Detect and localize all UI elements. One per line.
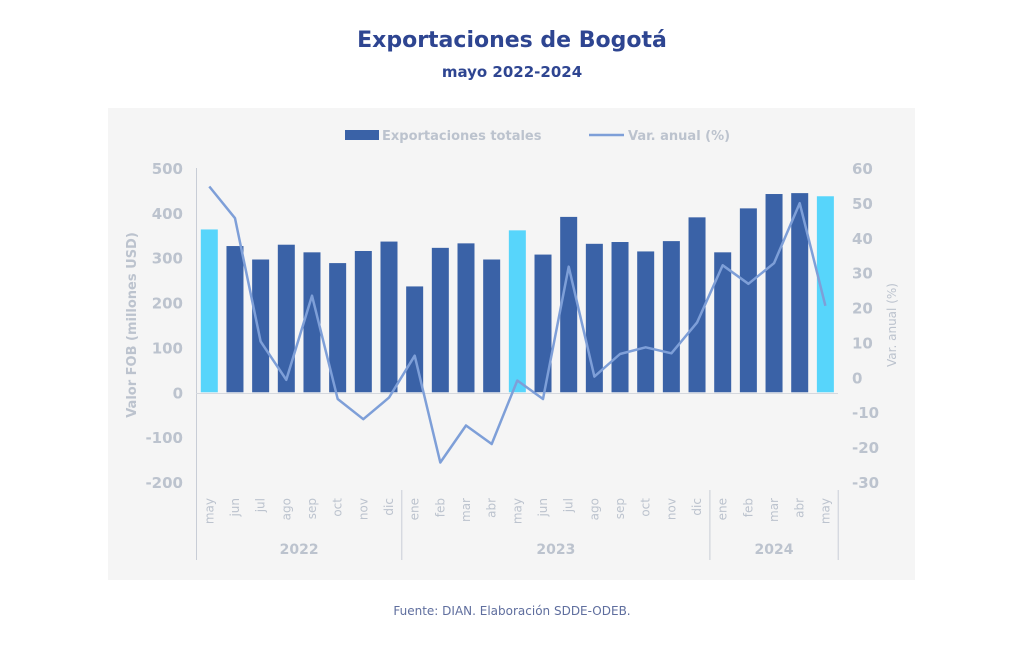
x-tick-label: jun	[536, 498, 550, 518]
bar	[303, 252, 321, 393]
y-axis-right-label: Var. anual (%)	[885, 283, 899, 367]
x-tick-label: abr	[793, 498, 807, 518]
x-tick-label: mar	[767, 498, 781, 522]
bars	[200, 193, 834, 393]
y-axis-left: 500 400 300 200 100 0 -100 -200	[145, 160, 183, 492]
y-tick-label: -200	[145, 474, 183, 492]
bar	[252, 259, 270, 393]
y2-tick-label: 60	[852, 160, 873, 178]
y2-tick-label: 20	[852, 300, 873, 318]
x-tick-label: jun	[228, 498, 242, 518]
y2-tick-label: 40	[852, 230, 873, 248]
y-axis-left-label: Valor FOB (millones USD)	[125, 232, 140, 418]
x-tick-label: ago	[587, 498, 601, 520]
legend-bar-swatch	[345, 130, 379, 140]
x-tick-label: sep	[613, 498, 627, 519]
y2-tick-label: -20	[852, 439, 879, 457]
y-tick-label: 400	[152, 205, 183, 223]
x-tick-label: feb	[741, 498, 755, 517]
legend: Exportaciones totales Var. anual (%)	[345, 129, 730, 144]
y-axis-right: 60 50 40 30 20 10 0 -10 -20 -30	[852, 160, 879, 492]
bar	[739, 208, 757, 393]
bar	[765, 194, 783, 393]
x-tick-label: sep	[305, 498, 319, 519]
bar	[431, 247, 449, 393]
x-tick-label: mar	[459, 498, 473, 522]
bar	[611, 242, 629, 393]
x-axis-categories: may jun jul ago sep oct nov dic ene feb mar abr may j…	[202, 498, 832, 524]
bar	[560, 216, 578, 393]
x-tick-label: abr	[485, 498, 499, 518]
bar-highlight	[508, 230, 526, 393]
bar	[457, 243, 475, 393]
x-tick-label: ene	[408, 498, 422, 520]
bar	[662, 241, 680, 393]
bar	[534, 254, 552, 393]
bar-highlight	[200, 229, 218, 393]
y2-tick-label: 30	[852, 265, 873, 283]
x-tick-label: dic	[382, 498, 396, 516]
bar	[226, 246, 244, 393]
chart-subtitle: mayo 2022-2024	[441, 63, 583, 81]
x-tick-label: nov	[664, 498, 678, 520]
x-tick-label: nov	[356, 498, 370, 520]
x-tick-label: may	[818, 498, 832, 524]
bar	[714, 252, 732, 393]
x-tick-label: dic	[690, 498, 704, 516]
x-tick-label: may	[202, 498, 216, 524]
bar	[688, 217, 706, 393]
y-tick-label: 200	[152, 295, 183, 313]
bar-highlight	[816, 196, 834, 393]
legend-bar-label: Exportaciones totales	[382, 129, 542, 144]
y2-tick-label: 50	[852, 195, 873, 213]
bar	[380, 241, 398, 393]
x-tick-label: feb	[433, 498, 447, 517]
bar	[354, 250, 372, 393]
x-tick-label: jul	[562, 498, 576, 513]
y-tick-label: 500	[152, 160, 183, 178]
chart-title: Exportaciones de Bogotá	[357, 28, 667, 53]
x-group-label: 2022	[280, 542, 319, 558]
x-tick-label: ene	[716, 498, 730, 520]
y-tick-label: 0	[173, 384, 183, 402]
x-tick-label: oct	[331, 498, 345, 517]
bar	[637, 251, 655, 393]
y2-tick-label: 0	[852, 369, 862, 387]
source-footer: Fuente: DIAN. Elaboración SDDE-ODEB.	[393, 604, 631, 618]
x-group-label: 2023	[536, 542, 575, 558]
x-tick-label: ago	[279, 498, 293, 520]
legend-line-label: Var. anual (%)	[628, 129, 730, 144]
x-tick-label: oct	[639, 498, 653, 517]
bar	[329, 263, 347, 393]
y2-tick-label: -10	[852, 404, 879, 422]
var-anual-line	[208, 185, 827, 464]
x-tick-label: jul	[254, 498, 268, 513]
bar	[406, 286, 424, 393]
bar	[277, 244, 295, 393]
y2-tick-label: 10	[852, 334, 873, 352]
x-group-label: 2024	[755, 542, 794, 558]
x-axis-groups: 2022 2023 2024	[196, 490, 839, 560]
x-tick-label: may	[510, 498, 524, 524]
y-tick-label: 100	[152, 339, 183, 357]
y-tick-label: 300	[152, 250, 183, 268]
y2-tick-label: -30	[852, 474, 879, 492]
bar	[791, 193, 809, 393]
bar	[483, 259, 501, 393]
y-tick-label: -100	[145, 429, 183, 447]
